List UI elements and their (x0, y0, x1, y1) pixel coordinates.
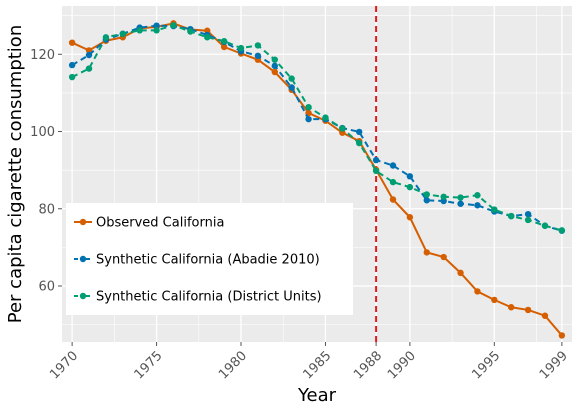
data-point (85, 47, 93, 54)
x-tick-label: 1980 (216, 348, 250, 382)
legend-items: Observed California Synthetic California … (74, 216, 322, 305)
data-point (220, 43, 228, 51)
data-point (457, 200, 464, 207)
data-point (440, 253, 447, 261)
y-tick-label: 60 (38, 280, 55, 295)
data-point (356, 139, 363, 147)
data-point (524, 306, 532, 314)
data-point (271, 56, 278, 63)
y-tick-label: 100 (30, 125, 55, 140)
data-point (491, 296, 498, 304)
legend-background (66, 203, 353, 315)
series-group (68, 20, 566, 339)
legend-label: Synthetic California (Abadie 2010) (96, 253, 320, 268)
data-point (491, 206, 498, 213)
data-point (305, 115, 312, 123)
data-point (558, 332, 566, 339)
y-axis-label: Per capita cigarette consumption (5, 25, 26, 323)
data-point (254, 42, 262, 49)
legend-swatch-marker (79, 292, 87, 300)
data-point (524, 216, 532, 224)
x-axis-label: Year (297, 385, 337, 406)
legend-item: Synthetic California (Abadie 2010) (74, 253, 320, 268)
legend-label: Synthetic California (District Units) (96, 290, 322, 305)
data-point (541, 222, 549, 229)
x-tick-label: 1988 (351, 348, 385, 382)
data-point (474, 288, 481, 295)
data-point (440, 193, 447, 200)
x-tick-label: 1999 (537, 348, 571, 382)
data-point (68, 39, 76, 46)
data-point (204, 34, 211, 41)
data-point (119, 30, 126, 38)
series-3 (68, 22, 566, 234)
legend-item: Synthetic California (District Units) (74, 290, 322, 305)
data-point (423, 249, 430, 256)
y-tick-label: 120 (30, 48, 55, 63)
legend-label: Observed California (96, 216, 224, 231)
data-point (524, 210, 532, 218)
data-point (457, 269, 464, 277)
data-point (339, 125, 346, 132)
data-point (153, 27, 160, 34)
data-point (474, 192, 481, 199)
data-point (389, 162, 397, 169)
data-point (68, 61, 76, 69)
data-point (220, 37, 228, 45)
data-point (389, 196, 397, 203)
data-point (322, 114, 329, 121)
x-tick-label: 1970 (47, 348, 81, 382)
data-point (85, 65, 93, 72)
data-point (423, 191, 430, 198)
legend-swatch-marker (79, 255, 87, 263)
data-point (423, 197, 430, 204)
data-point (406, 214, 414, 221)
data-point (305, 103, 312, 111)
data-point (457, 194, 464, 201)
data-point (271, 62, 278, 70)
data-point (288, 75, 295, 82)
data-point (356, 128, 363, 136)
legend: Observed California Synthetic California … (66, 203, 353, 315)
data-point (187, 28, 194, 35)
data-point (474, 202, 481, 209)
data-point (389, 178, 397, 186)
data-point (541, 312, 549, 319)
x-tick-label: 1990 (385, 348, 419, 382)
x-tick-label: 1985 (300, 348, 334, 382)
data-point (372, 156, 380, 164)
data-point (508, 212, 515, 220)
legend-swatch-marker (79, 218, 87, 226)
data-point (558, 227, 566, 234)
data-point (68, 73, 76, 81)
data-point (372, 167, 380, 175)
y-tick-label: 80 (38, 202, 55, 217)
data-point (271, 68, 278, 76)
data-point (136, 27, 143, 34)
x-tick-label: 1975 (132, 348, 166, 382)
data-point (254, 52, 262, 60)
data-point (170, 22, 177, 29)
legend-item: Observed California (74, 216, 224, 231)
data-point (102, 34, 110, 41)
x-tick-label: 1995 (469, 348, 503, 382)
data-point (288, 84, 295, 91)
data-point (406, 183, 414, 191)
data-point (153, 22, 160, 29)
data-point (406, 173, 414, 180)
data-point (508, 304, 515, 311)
data-point (85, 51, 93, 59)
data-point (237, 44, 245, 52)
